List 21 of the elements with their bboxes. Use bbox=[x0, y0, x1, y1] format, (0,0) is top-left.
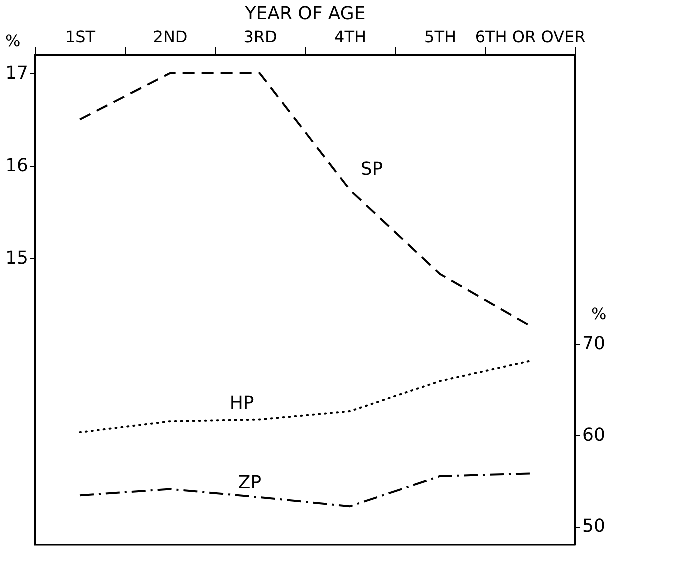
line-series bbox=[79, 360, 531, 434]
series-label: SP bbox=[360, 158, 384, 180]
y-axis-title: % bbox=[6, 32, 21, 50]
y2-tick-label: 60 bbox=[582, 424, 606, 446]
x-tick-label: 4TH bbox=[334, 28, 366, 46]
x-tick-label: 5TH bbox=[424, 28, 456, 46]
line-series bbox=[79, 472, 531, 508]
series-label: HP bbox=[230, 392, 254, 414]
x-tick-label: 3RD bbox=[244, 28, 278, 46]
y-tick-label: 15 bbox=[6, 248, 28, 269]
x-axis-title: YEAR OF AGE bbox=[244, 4, 366, 24]
y-tick-label: 17 bbox=[6, 62, 28, 84]
series-label: ZP bbox=[238, 472, 262, 494]
y2-tick-label: 50 bbox=[582, 516, 606, 538]
y2-axis-title: % bbox=[592, 304, 607, 324]
y2-tick-label: 70 bbox=[582, 333, 606, 354]
x-tick-label: 6TH OR OVER bbox=[475, 28, 586, 46]
x-tick-label: 2ND bbox=[153, 28, 188, 46]
y-tick-label: 16 bbox=[6, 155, 28, 176]
line-series bbox=[79, 72, 531, 327]
x-tick-label: 1ST bbox=[65, 28, 96, 46]
